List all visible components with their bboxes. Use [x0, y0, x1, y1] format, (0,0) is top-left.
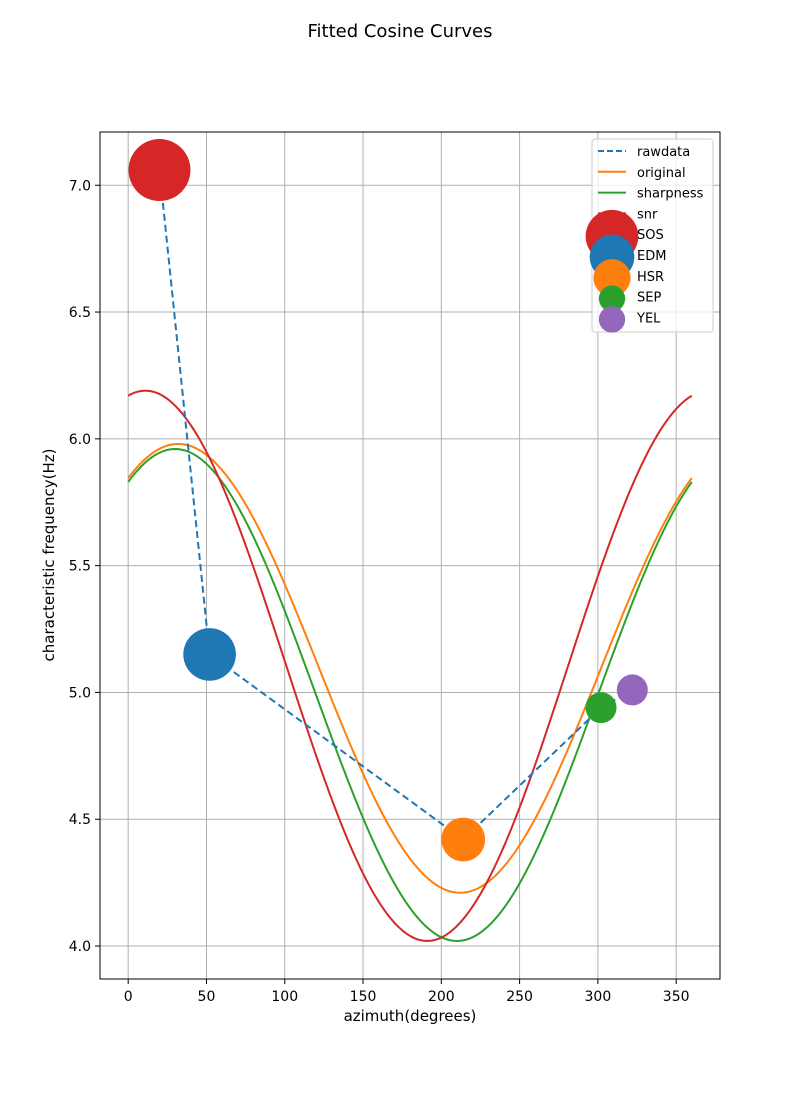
chart-title: Fitted Cosine Curves — [307, 21, 492, 42]
point-edm — [183, 628, 236, 681]
curve-snr — [127, 389, 693, 942]
legend-original-label: original — [637, 166, 686, 181]
x-tick-label: 150 — [350, 989, 377, 1005]
legend-hsr-marker — [593, 259, 631, 297]
point-yel — [616, 674, 648, 706]
x-tick-label: 0 — [124, 989, 133, 1005]
legend-hsr-label: HSR — [637, 270, 664, 285]
legend-sos-label: SOS — [637, 228, 664, 243]
x-tick-label: 200 — [428, 989, 455, 1005]
y-tick-label: 7.0 — [69, 178, 91, 194]
curve-original — [127, 442, 693, 894]
point-hsr — [441, 817, 486, 862]
x-axis-label: azimuth(degrees) — [344, 1007, 477, 1025]
y-tick-label: 4.0 — [69, 939, 91, 955]
y-axis-label: characteristic frequency(Hz) — [40, 449, 58, 662]
legend: rawdata original sharpness snr SOS EDM HSR SEP Y… — [585, 138, 714, 333]
y-axis: 4.0 4.5 5.0 5.5 6.0 6.5 7.0 — [69, 178, 100, 955]
legend-sep-label: SEP — [637, 291, 661, 306]
x-tick-label: 350 — [663, 989, 690, 1005]
y-tick-label: 4.5 — [69, 812, 91, 828]
y-tick-label: 6.5 — [69, 305, 91, 321]
x-tick-label: 50 — [198, 989, 216, 1005]
x-tick-label: 300 — [585, 989, 612, 1005]
x-axis: 0 50 100 150 200 250 300 350 — [124, 979, 690, 1005]
x-tick-label: 250 — [506, 989, 533, 1005]
x-tick-label: 100 — [271, 989, 298, 1005]
y-tick-label: 5.0 — [69, 685, 91, 701]
legend-edm-label: EDM — [637, 249, 666, 264]
plot-frame — [99, 131, 721, 980]
legend-rawdata-label: rawdata — [637, 145, 690, 160]
legend-sep-marker — [598, 285, 626, 312]
y-tick-label: 6.0 — [69, 432, 91, 448]
legend-sharpness-label: sharpness — [637, 187, 704, 202]
scatter-points — [128, 139, 648, 862]
point-sep — [585, 692, 617, 724]
legend-snr-label: snr — [637, 207, 658, 222]
legend-yel-marker — [598, 306, 626, 333]
legend-yel-label: YEL — [636, 311, 661, 326]
point-sos — [128, 139, 191, 202]
y-tick-label: 5.5 — [69, 559, 91, 575]
